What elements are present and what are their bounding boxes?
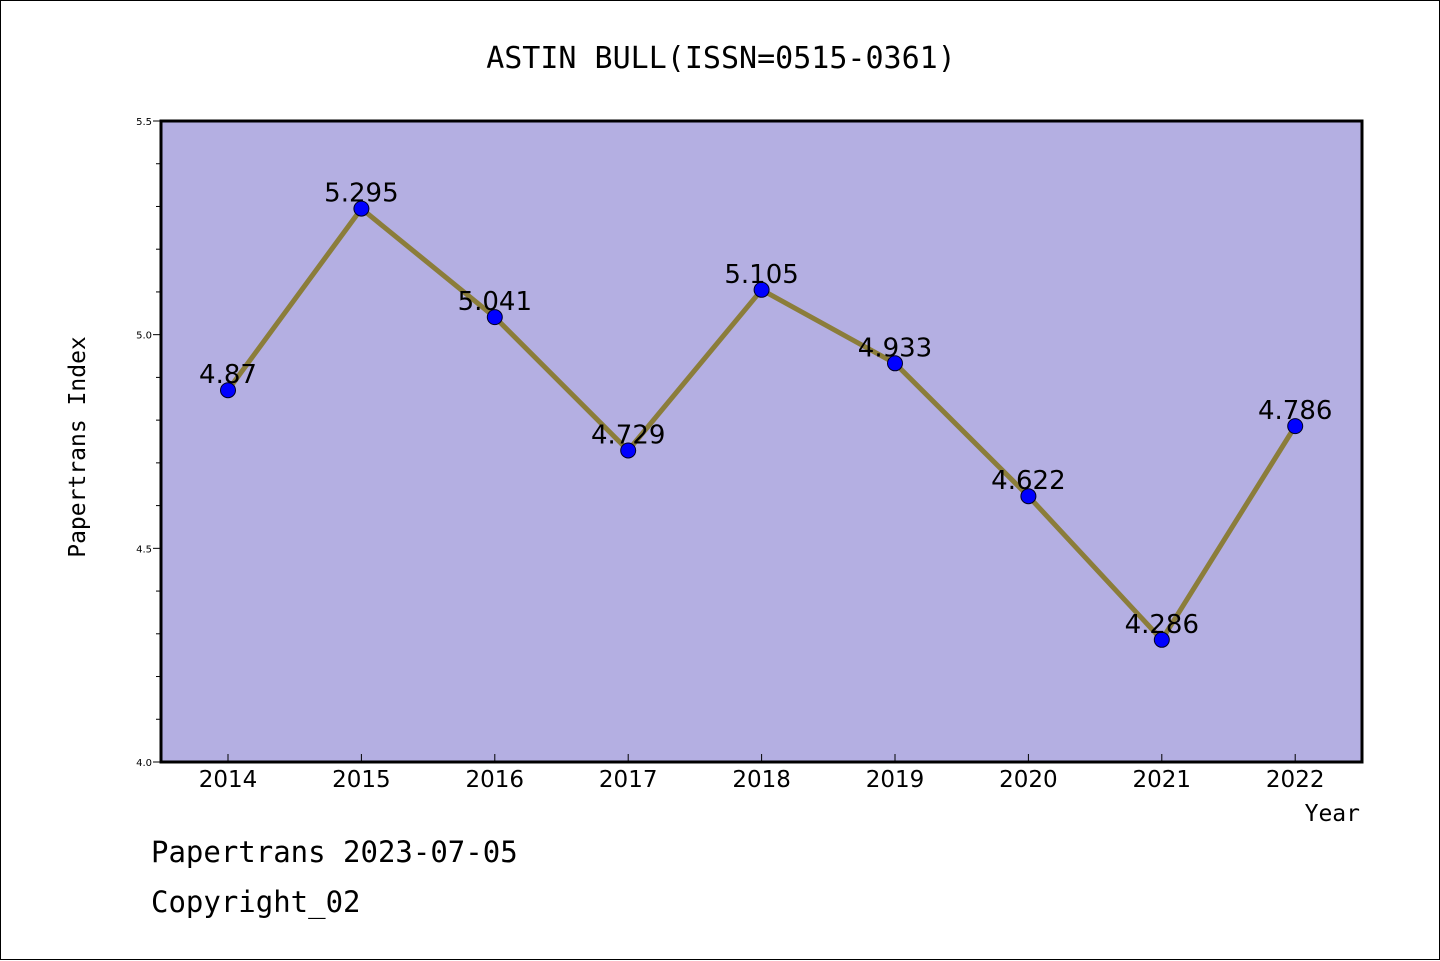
y-tick-label: 5.5 — [136, 117, 152, 128]
footer-copyright-text: Copyright_02 — [151, 885, 361, 919]
x-tick-label: 2016 — [466, 767, 525, 793]
y-axis-label: Papertrans Index — [65, 336, 91, 558]
data-label: 4.622 — [991, 466, 1065, 496]
data-label: 4.933 — [858, 333, 932, 363]
x-tick-label: 2015 — [332, 767, 391, 793]
x-tick-label: 2017 — [599, 767, 658, 793]
data-point — [220, 382, 236, 399]
y-tick-label: 4.0 — [136, 758, 152, 769]
x-tick-label: 2019 — [866, 767, 925, 793]
x-tick-label: 2021 — [1133, 767, 1192, 793]
x-tick-label: 2014 — [199, 767, 258, 793]
y-tick-label: 4.5 — [136, 544, 152, 555]
plot-area — [161, 121, 1362, 762]
data-label: 4.729 — [591, 420, 665, 450]
data-label: 5.041 — [458, 287, 532, 317]
x-axis-label: Year — [1305, 801, 1360, 827]
data-point — [620, 442, 637, 459]
data-point — [753, 281, 770, 298]
chart-title: ASTIN BULL(ISSN=0515-0361) — [486, 41, 956, 76]
axis-ticks: 4.0 4.5 5.0 5.5 2014 2015 2016 2017 2018 2019 2020… — [136, 117, 1324, 793]
series-group: 4.87 5.295 5.041 4.729 5.105 4.933 4.622 4.286 4… — [199, 179, 1332, 648]
data-label: 5.105 — [724, 260, 798, 290]
data-label: 4.286 — [1125, 610, 1199, 640]
data-point — [1153, 631, 1170, 648]
x-tick-label: 2018 — [732, 767, 791, 793]
data-point — [1020, 488, 1037, 505]
footer-date-text: Papertrans 2023-07-05 — [151, 835, 518, 869]
x-tick-label: 2020 — [999, 767, 1058, 793]
data-point — [486, 309, 503, 326]
data-point — [353, 200, 370, 217]
data-point — [887, 355, 903, 372]
data-label: 5.295 — [324, 179, 398, 209]
data-label: 4.786 — [1258, 396, 1332, 426]
data-point — [1287, 418, 1304, 435]
x-tick-label: 2022 — [1266, 767, 1325, 793]
data-label: 4.87 — [199, 360, 257, 390]
y-tick-label: 5.0 — [136, 331, 152, 342]
plot-border — [159, 119, 1364, 764]
